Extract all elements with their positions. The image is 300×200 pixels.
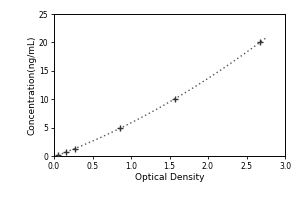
Y-axis label: Concentration(ng/mL): Concentration(ng/mL) [27,35,36,135]
X-axis label: Optical Density: Optical Density [135,173,204,182]
